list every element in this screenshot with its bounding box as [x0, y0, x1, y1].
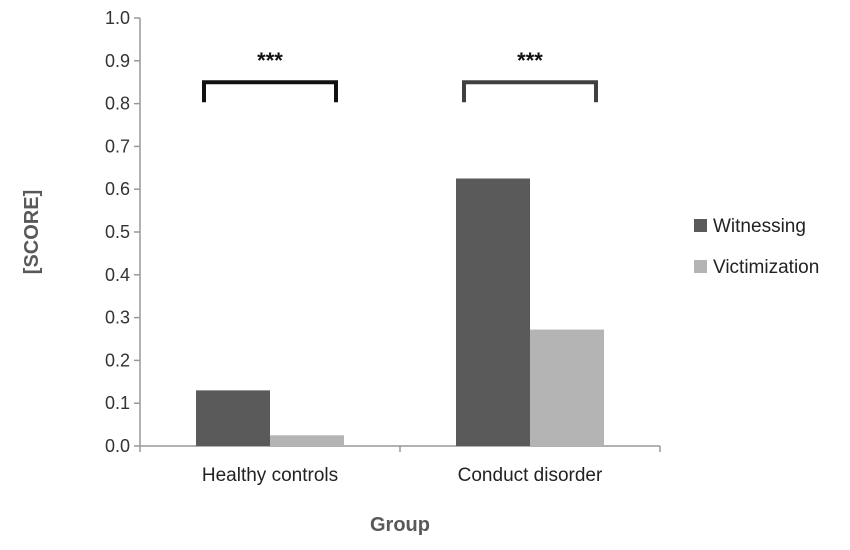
y-tick-label: 0.7 — [105, 136, 130, 156]
bar-witnessing-1 — [196, 390, 270, 446]
bars — [196, 178, 604, 446]
significance-annotations: *** *** — [202, 48, 598, 103]
x-category-label: Healthy controls — [202, 465, 338, 486]
bar-victimization-2 — [530, 329, 604, 446]
y-tick-label: 0.5 — [105, 222, 130, 242]
y-tick-label: 0.8 — [105, 94, 130, 114]
significance-bracket — [202, 80, 338, 103]
legend: Witnessing Victimization — [694, 216, 819, 278]
x-ticks: Healthy controls Conduct disorder — [139, 446, 661, 486]
significance-label: *** — [257, 48, 283, 73]
x-axis-title: Group — [370, 514, 430, 536]
significance-bracket — [462, 80, 598, 103]
x-axis: Healthy controls Conduct disorder — [139, 445, 661, 486]
x-category-label: Conduct disorder — [458, 465, 603, 486]
y-tick-label: 0.3 — [105, 308, 130, 328]
y-tick-label: 1.0 — [105, 8, 130, 28]
y-tick-label: 0.6 — [105, 179, 130, 199]
y-axis-title: [SCORE] — [21, 190, 43, 274]
y-ticks: 0.0 0.1 0.2 0.3 0.4 0.5 0.6 0.7 0.8 0.9 1.0 — [105, 8, 140, 456]
legend-swatch-victimization — [694, 260, 707, 273]
legend-label-witnessing: Witnessing — [713, 216, 806, 237]
significance-label: *** — [517, 48, 543, 73]
bar-victimization-1 — [270, 435, 344, 446]
y-axis: 0.0 0.1 0.2 0.3 0.4 0.5 0.6 0.7 0.8 0.9 1.0 — [105, 8, 141, 456]
y-tick-label: 0.0 — [105, 436, 130, 456]
y-tick-label: 0.4 — [105, 265, 130, 285]
legend-swatch-witnessing — [694, 219, 707, 232]
legend-label-victimization: Victimization — [713, 257, 819, 278]
y-tick-label: 0.1 — [105, 393, 130, 413]
bar-witnessing-2 — [456, 178, 530, 446]
y-tick-label: 0.2 — [105, 350, 130, 370]
y-tick-label: 0.9 — [105, 51, 130, 71]
